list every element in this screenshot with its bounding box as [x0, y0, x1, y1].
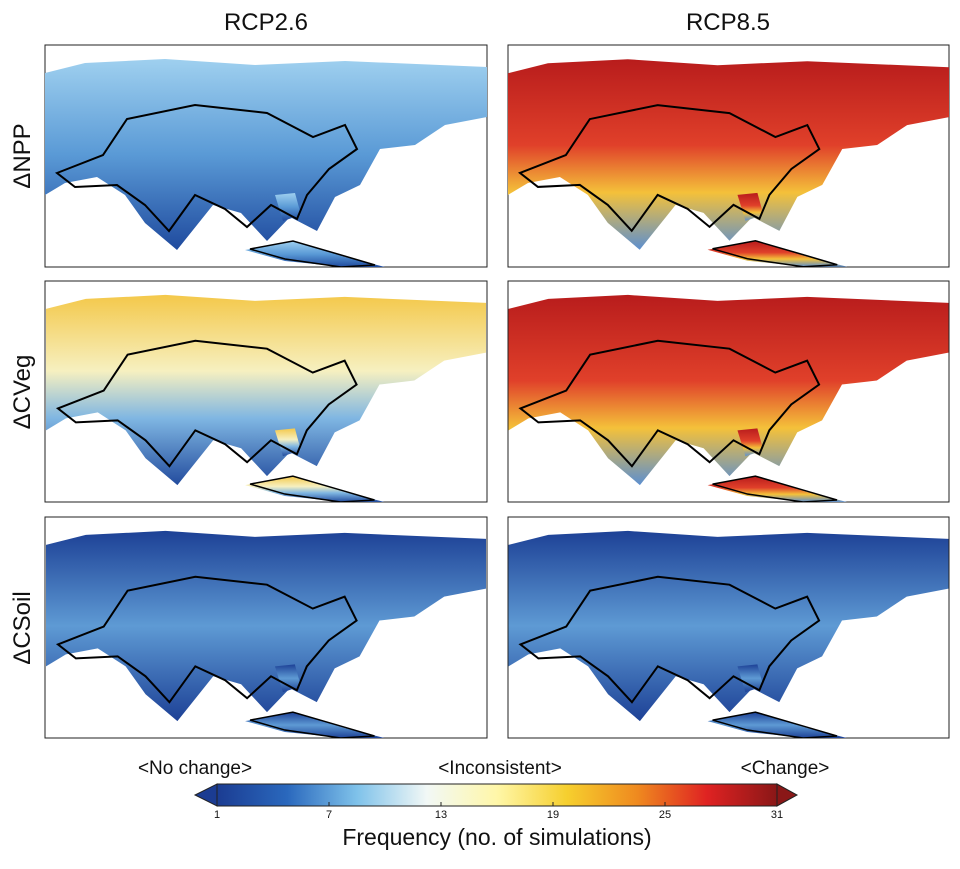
- column-title: RCP2.6: [224, 9, 308, 36]
- colorbar-tick-label: 25: [659, 809, 671, 821]
- colorbar-annotation: <Change>: [741, 758, 830, 779]
- row-label: ΔCVeg: [9, 355, 36, 430]
- colorbar-bar: [216, 783, 778, 807]
- column-title: RCP8.5: [686, 9, 770, 36]
- colorbar-arrow: [776, 783, 799, 807]
- panels: [44, 44, 950, 739]
- map-panel: [44, 44, 488, 268]
- map-panel: [507, 44, 950, 268]
- map-panel: [44, 280, 488, 503]
- map-panel: [44, 516, 488, 739]
- colorbar-label: Frequency (no. of simulations): [342, 824, 651, 850]
- colorbar-annotation: <Inconsistent>: [438, 758, 562, 779]
- map-panel: [507, 280, 950, 503]
- colorbar-tick-label: 31: [771, 809, 783, 821]
- colorbar-tick-label: 13: [435, 809, 447, 821]
- row-label: ΔNPP: [9, 123, 36, 188]
- colorbar-tick-label: 7: [326, 809, 332, 821]
- colorbar: 1 7 13 19 25 31: [193, 783, 799, 821]
- colorbar-tick-label: 1: [214, 809, 220, 821]
- map-panel: [507, 516, 950, 739]
- colorbar-annotation: <No change>: [138, 758, 252, 779]
- colorbar-tick-label: 19: [547, 809, 559, 821]
- colorbar-arrow: [193, 783, 218, 807]
- row-label: ΔCSoil: [9, 591, 36, 664]
